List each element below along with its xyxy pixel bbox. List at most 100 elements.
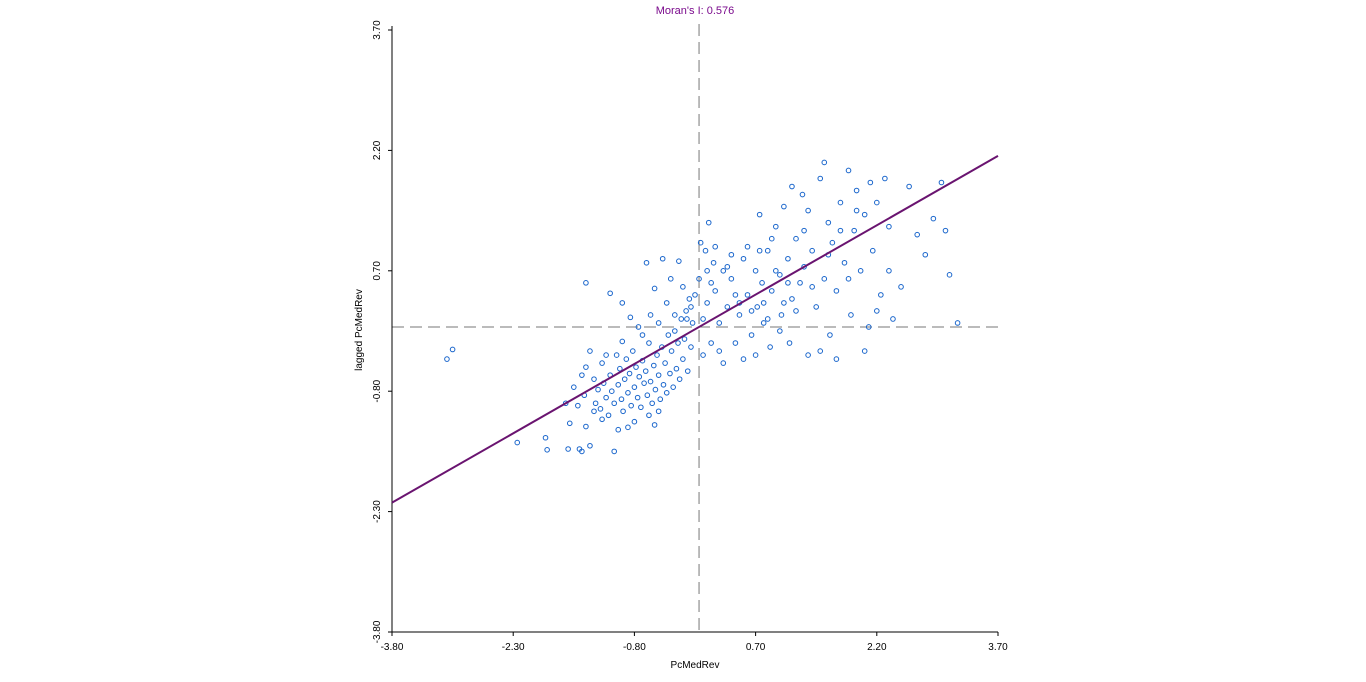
data-point <box>684 368 691 374</box>
data-point <box>591 376 597 382</box>
data-point <box>605 412 612 419</box>
data-point <box>634 394 641 401</box>
data-point <box>583 423 589 430</box>
data-point <box>659 255 666 262</box>
data-point <box>680 356 686 362</box>
data-point <box>793 235 799 242</box>
data-point <box>675 340 681 346</box>
data-point <box>631 384 638 390</box>
data-point <box>886 223 892 230</box>
data-point <box>827 332 833 338</box>
data-point <box>603 352 609 358</box>
data-point <box>845 276 852 282</box>
data-point <box>619 300 626 306</box>
data-point <box>700 316 706 322</box>
data-point <box>756 211 763 218</box>
data-point <box>712 243 719 250</box>
data-point <box>786 340 793 346</box>
scatter-points <box>444 159 961 455</box>
data-point <box>865 324 872 330</box>
data-point <box>597 406 604 412</box>
data-point <box>627 314 634 321</box>
data-point <box>652 386 659 393</box>
data-point <box>673 365 680 372</box>
data-point <box>579 372 585 378</box>
data-point <box>670 384 676 390</box>
data-point <box>562 400 569 407</box>
data-point <box>942 227 949 234</box>
data-point <box>799 191 806 198</box>
data-point <box>660 381 667 388</box>
data-point <box>636 373 643 380</box>
data-point <box>764 316 771 322</box>
data-point <box>906 183 912 190</box>
data-point <box>615 426 622 433</box>
y-tick-label: -3.80 <box>372 620 383 643</box>
reference-lines <box>392 24 998 632</box>
data-point <box>705 219 712 226</box>
data-point <box>657 396 664 403</box>
y-tick-label: 3.70 <box>372 20 383 40</box>
data-point <box>651 285 658 292</box>
data-point <box>702 247 709 254</box>
data-point <box>740 255 747 262</box>
data-point <box>760 320 767 326</box>
data-point <box>886 268 892 274</box>
data-point <box>651 422 658 428</box>
x-ticks: -3.80 -2.30 -0.80 0.70 2.20 3.70 <box>381 632 1008 653</box>
data-point <box>655 372 662 378</box>
data-point <box>607 290 613 297</box>
data-point <box>805 207 811 214</box>
data-point <box>954 320 961 326</box>
data-point <box>789 183 795 190</box>
data-point <box>845 167 852 174</box>
data-point <box>571 384 577 390</box>
data-point <box>654 352 660 358</box>
data-point <box>851 227 857 234</box>
data-point <box>688 344 694 350</box>
data-point <box>592 400 599 407</box>
data-point <box>821 276 828 282</box>
x-tick-label: -3.80 <box>381 642 404 653</box>
data-point <box>922 251 929 258</box>
data-point <box>837 199 844 206</box>
data-point <box>841 259 848 266</box>
data-point <box>444 356 450 362</box>
data-point <box>587 442 593 449</box>
data-point <box>789 296 795 302</box>
data-point <box>678 316 685 322</box>
data-point <box>778 312 785 318</box>
data-point <box>542 434 549 441</box>
data-point <box>639 332 646 338</box>
data-point <box>728 276 735 282</box>
data-point <box>817 348 824 354</box>
data-point <box>848 312 854 318</box>
data-point <box>732 292 739 298</box>
data-point <box>595 386 601 393</box>
x-tick-label: -0.80 <box>623 642 646 653</box>
data-point <box>649 400 655 407</box>
data-point <box>813 304 820 310</box>
data-point <box>643 259 650 266</box>
regression-line <box>391 155 999 504</box>
data-point <box>631 418 638 425</box>
data-point <box>946 272 953 278</box>
data-point <box>754 304 761 310</box>
data-point <box>768 235 775 242</box>
data-point <box>647 378 654 385</box>
data-point <box>817 175 824 182</box>
data-point <box>869 247 876 254</box>
data-point <box>599 416 605 423</box>
x-tick-label: 2.20 <box>867 642 887 653</box>
data-point <box>646 340 652 346</box>
y-tick-label: -0.80 <box>372 379 383 402</box>
data-point <box>874 199 880 206</box>
data-point <box>716 348 723 354</box>
data-point <box>668 348 675 354</box>
data-point <box>683 308 689 314</box>
data-point <box>797 280 803 286</box>
data-point <box>696 276 702 282</box>
data-point <box>623 356 630 362</box>
data-point <box>781 300 787 306</box>
data-point <box>809 284 815 290</box>
